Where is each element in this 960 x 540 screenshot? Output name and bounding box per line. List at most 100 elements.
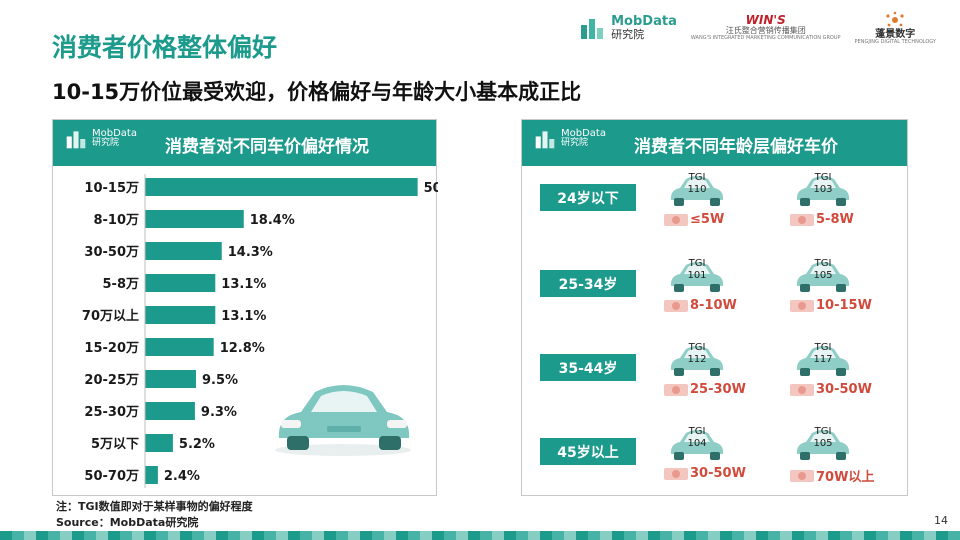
money-icon [790,383,814,397]
age-group-label: 25-34岁 [540,270,636,297]
money-icon [790,213,814,227]
tgi-value: TGI 101 [687,258,707,281]
value-label: 13.1% [221,309,266,324]
tgi-value: TGI 117 [813,342,833,365]
age-price-title: 消费者不同年龄层偏好车价 [634,137,838,157]
price-range: 10-15W [790,298,872,313]
car-icon [794,260,852,294]
category-label: 8-10万 [93,213,139,228]
source-note: Source：MobData研究院 [56,515,199,529]
price-text: 10-15W [816,298,872,313]
category-label: 5万以下 [91,437,139,452]
value-label: 50.8% [424,181,438,196]
money-icon [664,213,688,227]
age-group-label: 24岁以下 [540,184,636,211]
wins-logo-cn: 汪氏整合营销传播集团 [725,26,806,36]
mobdata-logo-sub: 研究院 [611,27,645,41]
price-text: 5-8W [816,212,854,227]
age-group-label: 35-44岁 [540,354,636,381]
bar [145,242,222,260]
value-label: 12.8% [220,341,265,356]
page-number: 14 [934,514,948,527]
price-preference-chart: 10-15万 50.8% 8-10万 18.4% 30-50万 14.3% 5-8万 13.1… [82,174,438,488]
price-text: 8-10W [690,298,737,313]
beetle-car-illustration [275,385,411,456]
mobdata-logo-icon [66,131,86,149]
car-icon [668,428,726,462]
price-text: ≤5W [690,212,725,227]
bar [145,274,216,292]
price-text: 30-50W [816,382,872,397]
category-label: 20-25万 [84,373,139,388]
car-icon [794,174,852,208]
money-icon [790,299,814,313]
category-label: 10-15万 [84,181,139,196]
car-icon [668,260,726,294]
panel-logo-sub: 研究院 [92,138,120,149]
bottom-stripe [0,531,960,540]
pengjing-logo-icon [886,11,904,27]
price-text: 70W以上 [816,470,875,485]
car-icon [668,174,726,208]
panel-logo-sub: 研究院 [561,138,589,149]
pengjing-logo-cn: 蓬景数字 [875,28,916,40]
price-preference-title: 消费者对不同车价偏好情况 [165,137,369,157]
wins-logo-mark: WIN'S [745,13,786,28]
tgi-value: TGI 104 [687,426,707,449]
value-label: 14.3% [228,245,273,260]
money-icon [664,383,688,397]
tgi-value: TGI 105 [813,426,833,449]
value-label: 2.4% [164,469,200,484]
bars-group: 10-15万 50.8% 8-10万 18.4% 30-50万 14.3% 5-8万 13.1… [82,174,438,488]
price-preference-panel-header: MobData 研究院 消费者对不同车价偏好情况 [53,120,436,166]
price-range: 5-8W [790,212,854,227]
category-label: 25-30万 [84,405,139,420]
value-label: 9.5% [202,373,238,388]
panel-mobdata-logo: MobData 研究院 [65,128,137,150]
bar [145,434,173,452]
bar [145,466,158,484]
category-label: 70万以上 [82,309,139,324]
mobdata-logo-name: MobData [611,14,677,30]
mobdata-logo-icon [581,19,604,39]
age-price-panel-header: MobData 研究院 消费者不同年龄层偏好车价 [522,120,907,166]
money-icon [790,469,814,483]
page-subtitle: 10-15万价位最受欢迎，价格偏好与年龄大小基本成正比 [52,80,582,104]
age-price-panel: MobData 研究院 消费者不同年龄层偏好车价 24岁以下 TGI 110 ≤5W… [521,119,908,496]
price-range: 30-50W [790,382,872,397]
category-label: 15-20万 [84,341,139,356]
category-label: 30-50万 [84,245,139,260]
pengjing-logo: 蓬景数字 PENGJING DIGITAL TECHNOLOGY [855,11,936,46]
page-title: 消费者价格整体偏好 [52,33,278,62]
price-text: 30-50W [690,466,746,481]
category-label: 50-70万 [84,469,139,484]
mobdata-logo-icon [535,131,555,149]
pengjing-logo-en: PENGJING DIGITAL TECHNOLOGY [854,38,936,45]
tgi-value: TGI 110 [687,172,707,195]
price-text: 25-30W [690,382,746,397]
price-range: 30-50W [664,466,746,481]
car-icon [794,344,852,378]
bar [145,210,244,228]
panel-logo-name: MobData [561,127,606,139]
price-range: 8-10W [664,298,737,313]
car-icon [668,344,726,378]
category-label: 5-8万 [103,277,140,292]
wins-logo-en: WANG'S INTEGRATED MARKETING COMMUNICATIO… [690,35,841,42]
tgi-value: TGI 103 [813,172,833,195]
age-group-label: 45岁以上 [540,438,636,465]
panel-logo-name: MobData [92,127,137,139]
value-label: 5.2% [179,437,215,452]
mobdata-logo: MobData 研究院 [579,15,677,41]
panel-mobdata-logo: MobData 研究院 [534,128,606,150]
price-range: ≤5W [664,212,724,227]
bar [145,306,216,324]
tgi-note: 注：TGI数值即对于某样事物的偏好程度 [56,500,253,513]
price-preference-panel: MobData 研究院 消费者对不同车价偏好情况 10-15万 50.8% 8-10… [52,119,438,496]
money-icon [664,467,688,481]
tgi-value: TGI 105 [813,258,833,281]
bar [145,402,195,420]
money-icon [664,299,688,313]
tgi-value: TGI 112 [687,342,707,365]
value-label: 9.3% [201,405,237,420]
